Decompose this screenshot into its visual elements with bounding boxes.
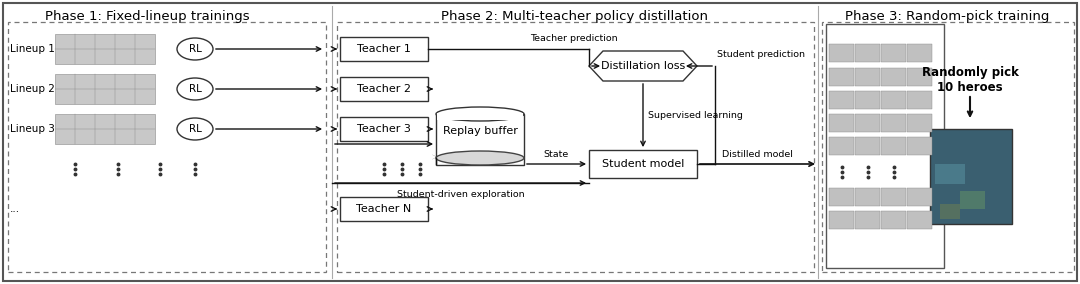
FancyBboxPatch shape — [855, 114, 880, 131]
Text: Supervised learning: Supervised learning — [648, 111, 743, 120]
FancyBboxPatch shape — [855, 210, 880, 229]
Text: Student prediction: Student prediction — [717, 50, 805, 59]
Text: Randomly pick
10 heroes: Randomly pick 10 heroes — [921, 66, 1018, 94]
FancyBboxPatch shape — [340, 197, 428, 221]
FancyBboxPatch shape — [960, 191, 985, 209]
FancyBboxPatch shape — [826, 24, 944, 268]
Text: Student model: Student model — [602, 159, 685, 169]
FancyBboxPatch shape — [829, 114, 854, 131]
FancyBboxPatch shape — [855, 137, 880, 154]
FancyBboxPatch shape — [855, 68, 880, 85]
Text: ...: ... — [10, 204, 21, 214]
Text: Lineup 2: Lineup 2 — [10, 84, 55, 94]
FancyBboxPatch shape — [855, 43, 880, 62]
FancyBboxPatch shape — [881, 43, 906, 62]
Ellipse shape — [177, 78, 213, 100]
Text: RL: RL — [189, 44, 202, 54]
Text: Replay buffer: Replay buffer — [443, 126, 517, 136]
FancyBboxPatch shape — [829, 210, 854, 229]
FancyBboxPatch shape — [829, 91, 854, 108]
Text: Phase 1: Fixed-lineup trainings: Phase 1: Fixed-lineup trainings — [45, 10, 251, 23]
Polygon shape — [589, 51, 697, 81]
FancyBboxPatch shape — [940, 204, 960, 219]
Text: Lineup 3: Lineup 3 — [10, 124, 55, 134]
Text: Teacher 2: Teacher 2 — [357, 84, 411, 94]
Text: Distilled model: Distilled model — [723, 150, 793, 159]
FancyBboxPatch shape — [881, 114, 906, 131]
FancyBboxPatch shape — [340, 77, 428, 101]
FancyBboxPatch shape — [907, 91, 932, 108]
FancyBboxPatch shape — [935, 164, 966, 184]
FancyBboxPatch shape — [930, 129, 1012, 224]
FancyBboxPatch shape — [907, 43, 932, 62]
FancyBboxPatch shape — [881, 210, 906, 229]
FancyBboxPatch shape — [907, 68, 932, 85]
FancyBboxPatch shape — [340, 37, 428, 61]
Ellipse shape — [436, 151, 524, 165]
Text: RL: RL — [189, 84, 202, 94]
Text: RL: RL — [189, 124, 202, 134]
FancyBboxPatch shape — [829, 187, 854, 206]
Text: Phase 2: Multi-teacher policy distillation: Phase 2: Multi-teacher policy distillati… — [442, 10, 708, 23]
FancyBboxPatch shape — [436, 114, 524, 165]
FancyBboxPatch shape — [589, 150, 697, 178]
Text: State: State — [544, 150, 569, 159]
Text: Teacher 3: Teacher 3 — [357, 124, 410, 134]
FancyBboxPatch shape — [3, 3, 1077, 281]
Text: Lineup 1: Lineup 1 — [10, 44, 55, 54]
FancyBboxPatch shape — [55, 34, 156, 64]
FancyBboxPatch shape — [907, 137, 932, 154]
FancyBboxPatch shape — [437, 113, 523, 120]
FancyBboxPatch shape — [881, 187, 906, 206]
Text: Teacher 1: Teacher 1 — [357, 44, 410, 54]
Text: Teacher N: Teacher N — [356, 204, 411, 214]
FancyBboxPatch shape — [881, 91, 906, 108]
FancyBboxPatch shape — [881, 137, 906, 154]
FancyBboxPatch shape — [829, 43, 854, 62]
FancyBboxPatch shape — [829, 68, 854, 85]
Text: Student-driven exploration: Student-driven exploration — [396, 190, 524, 199]
FancyBboxPatch shape — [855, 187, 880, 206]
FancyBboxPatch shape — [55, 74, 156, 104]
Ellipse shape — [177, 118, 213, 140]
Ellipse shape — [177, 38, 213, 60]
FancyBboxPatch shape — [907, 114, 932, 131]
Text: Distillation loss: Distillation loss — [600, 61, 685, 71]
FancyBboxPatch shape — [881, 68, 906, 85]
FancyBboxPatch shape — [340, 117, 428, 141]
FancyBboxPatch shape — [829, 137, 854, 154]
FancyBboxPatch shape — [907, 187, 932, 206]
Ellipse shape — [436, 107, 524, 121]
FancyBboxPatch shape — [855, 91, 880, 108]
Text: Teacher prediction: Teacher prediction — [530, 34, 618, 43]
FancyBboxPatch shape — [907, 210, 932, 229]
Text: Phase 3: Random-pick training: Phase 3: Random-pick training — [846, 10, 1050, 23]
FancyBboxPatch shape — [55, 114, 156, 144]
